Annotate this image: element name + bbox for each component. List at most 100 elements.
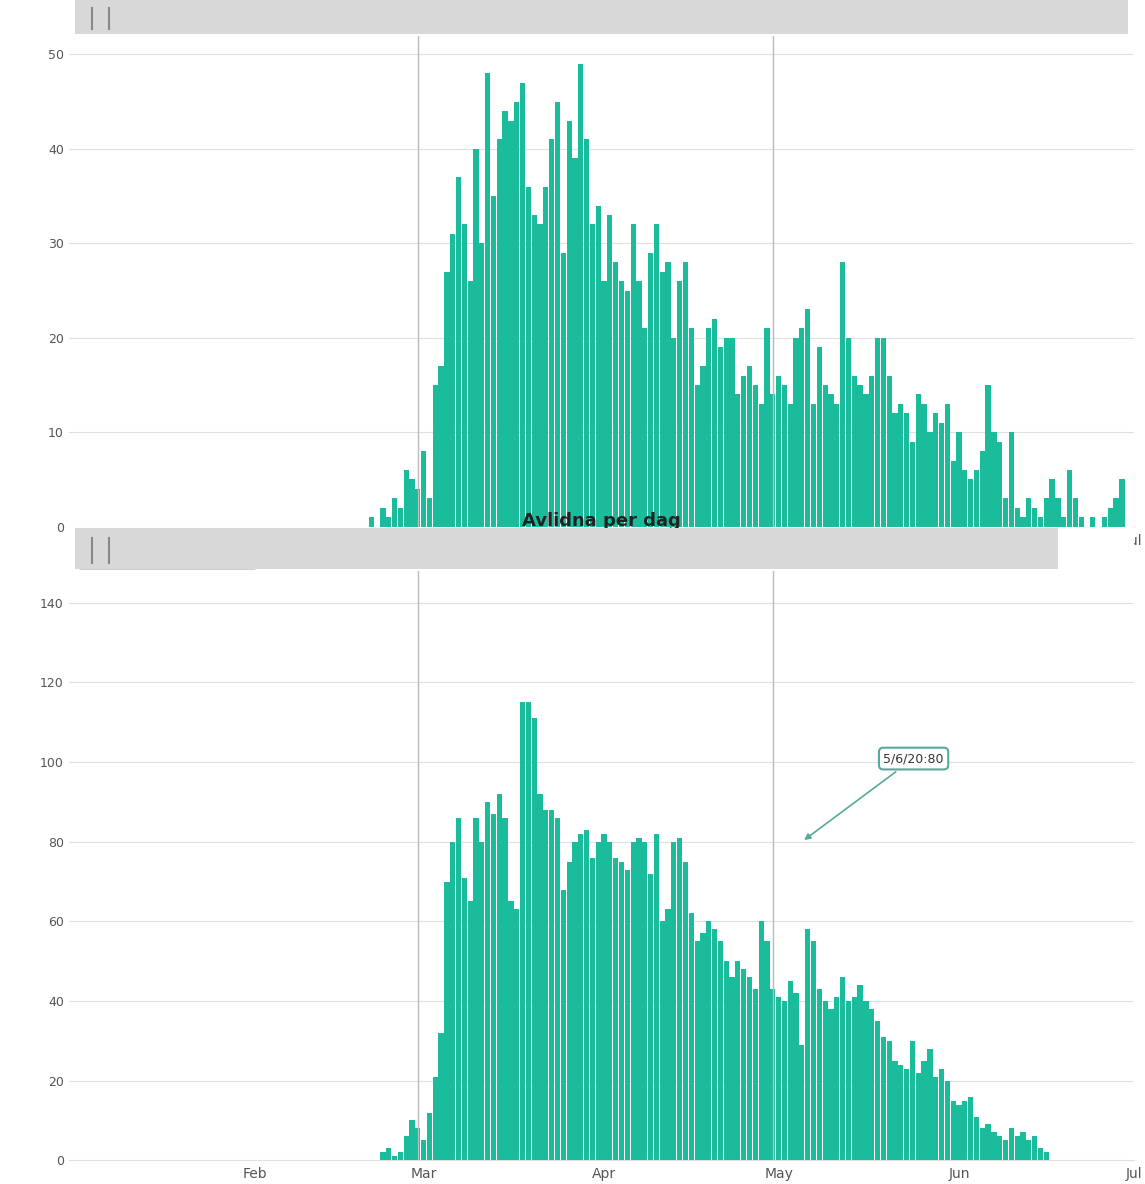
Bar [741, 970, 747, 1160]
Bar [701, 933, 705, 1160]
Bar [578, 834, 583, 1160]
Bar [986, 1125, 990, 1160]
Bar [421, 451, 426, 527]
Bar [776, 375, 781, 527]
Bar [992, 1132, 996, 1160]
Bar [869, 375, 875, 527]
Bar [782, 1000, 787, 1160]
Bar [1037, 1148, 1043, 1160]
Bar [450, 234, 456, 527]
Bar [886, 375, 892, 527]
Bar [369, 517, 374, 527]
Bar [1056, 498, 1060, 527]
Bar [1090, 517, 1096, 527]
Bar [590, 857, 595, 1160]
Bar [392, 1157, 397, 1160]
Bar [933, 1076, 939, 1160]
Bar [567, 862, 571, 1160]
Bar [450, 842, 456, 1160]
Bar [771, 989, 775, 1160]
Bar [584, 830, 590, 1160]
Bar [782, 385, 787, 527]
Bar [648, 874, 653, 1160]
Bar [682, 862, 688, 1160]
Bar [491, 813, 496, 1160]
Bar [526, 187, 531, 527]
Bar [537, 794, 543, 1160]
Bar [1020, 517, 1026, 527]
Bar [718, 941, 722, 1160]
Bar [508, 901, 514, 1160]
Bar [467, 281, 473, 527]
Text: 5/6/20:80: 5/6/20:80 [806, 752, 943, 839]
Bar [403, 1137, 409, 1160]
Bar [461, 877, 467, 1160]
Bar [706, 921, 711, 1160]
Bar [846, 1000, 851, 1160]
Bar [752, 385, 758, 527]
Bar [916, 394, 921, 527]
Bar [892, 413, 898, 527]
Bar [601, 834, 607, 1160]
Bar [735, 961, 741, 1160]
Bar [729, 977, 735, 1160]
Bar [1043, 1152, 1049, 1160]
Bar [485, 802, 490, 1160]
Bar [613, 262, 618, 527]
Bar [444, 882, 450, 1160]
Bar [858, 385, 862, 527]
Bar [828, 1009, 834, 1160]
Bar [1120, 480, 1124, 527]
Bar [1043, 498, 1049, 527]
Bar [561, 889, 566, 1160]
Bar [968, 480, 973, 527]
Bar [416, 489, 420, 527]
Bar [648, 252, 653, 527]
Bar [543, 810, 548, 1160]
Bar [607, 842, 613, 1160]
Bar [1020, 1132, 1026, 1160]
Bar [74, 528, 1058, 568]
Bar [654, 834, 660, 1160]
Bar [578, 64, 583, 527]
Bar [758, 921, 764, 1160]
Bar [461, 225, 467, 527]
Bar [467, 901, 473, 1160]
Bar [695, 385, 700, 527]
Bar [433, 385, 437, 527]
Bar [939, 1069, 945, 1160]
Bar [881, 337, 886, 527]
Bar [765, 328, 769, 527]
Bar [1107, 508, 1113, 527]
Bar [433, 1076, 437, 1160]
Bar [497, 794, 502, 1160]
Bar [386, 1148, 392, 1160]
Bar [1009, 1128, 1014, 1160]
Bar [835, 404, 839, 527]
Bar [380, 1152, 386, 1160]
Bar [567, 121, 571, 527]
Bar [869, 1009, 875, 1160]
Bar [682, 262, 688, 527]
Bar [637, 281, 641, 527]
Bar [712, 318, 717, 527]
Bar [607, 215, 613, 527]
Bar [590, 225, 595, 527]
Bar [910, 442, 915, 527]
Bar [816, 989, 822, 1160]
Bar [793, 337, 799, 527]
Bar [765, 941, 769, 1160]
Bar [531, 719, 537, 1160]
Bar [572, 159, 577, 527]
Text: Intensivvårdade fall/dag: Intensivvårdade fall/dag [79, 535, 248, 551]
Bar [74, 0, 1128, 34]
Bar [916, 1073, 921, 1160]
Bar [531, 215, 537, 527]
Bar [701, 366, 705, 527]
Bar [416, 1128, 420, 1160]
Bar [677, 838, 682, 1160]
Bar [555, 102, 560, 527]
Bar [397, 508, 403, 527]
Bar [386, 517, 392, 527]
Bar [1113, 498, 1119, 527]
